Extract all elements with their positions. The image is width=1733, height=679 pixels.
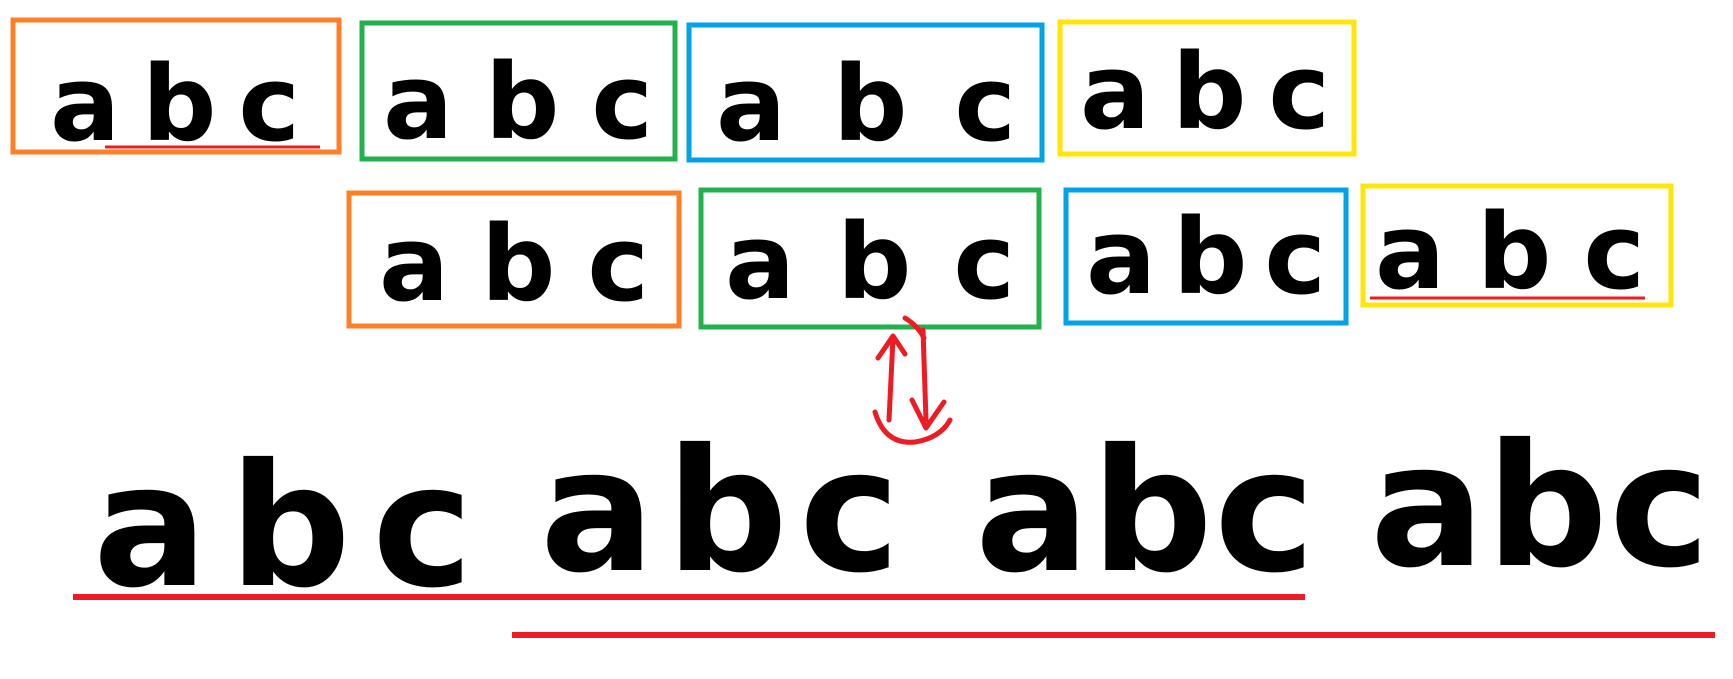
middle-box-4-text: a b c [1375,191,1645,313]
bottom-group-1-text: a b c [93,428,473,626]
top-box-4: a b c [1057,19,1357,157]
top-box-3: a b c [686,22,1045,165]
top-box-2: a b c [359,20,678,163]
middle-box-1: a b c [346,190,682,329]
middle-box-2-text: a b c [725,201,1015,323]
bottom-group-3-text: a b c [975,413,1315,611]
middle-box-2: a b c [698,187,1042,330]
middle-box-4: a b c [1360,183,1674,313]
top-box-4-text: a b c [1080,31,1330,153]
top-box-1-text: a b c [50,43,300,165]
bottom-sequence: a b c a b c a b c a b c [73,408,1715,638]
middle-box-3: a b c [1063,187,1349,326]
bottom-group-2-text: a b c [540,413,900,611]
bottom-group-4-text: a b c [1370,408,1710,606]
bidirectional-arrow-icon [872,315,953,445]
top-box-3-text: a b c [716,43,1016,165]
middle-row: a b c a b c a b c a b c [346,183,1674,330]
middle-box-1-text: a b c [379,203,649,325]
top-box-1: a b c [10,17,342,165]
middle-box-3-text: a b c [1086,196,1326,318]
top-row: a b c a b c a b c a b c [10,17,1357,165]
top-box-2-text: a b c [383,41,653,163]
